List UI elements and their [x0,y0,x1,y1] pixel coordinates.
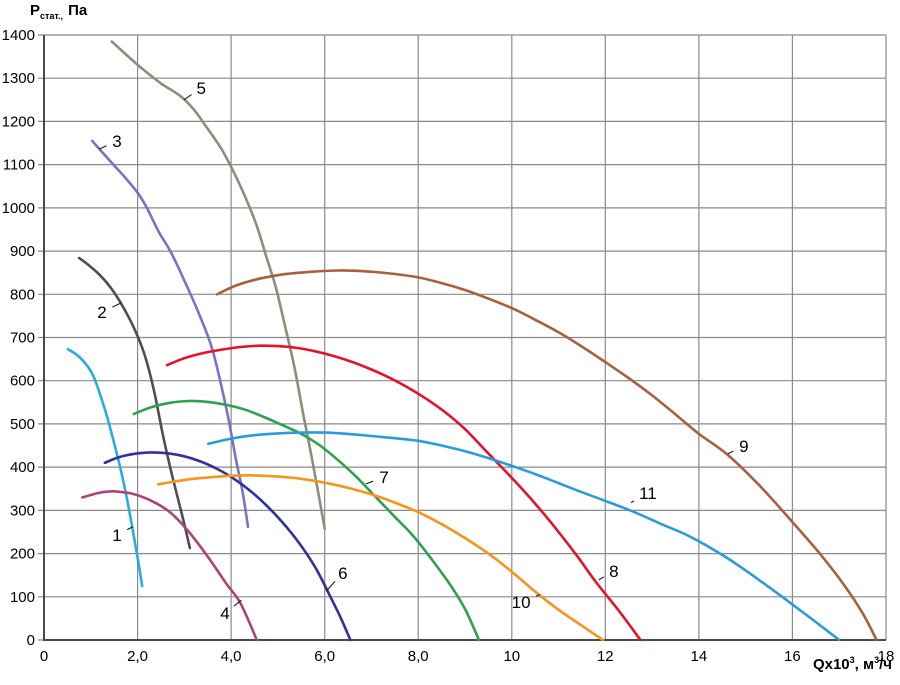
curve-3-label: 3 [112,132,121,151]
curve-10-line [156,474,605,642]
y-tick-labels: 1400130012001100100090080070060050040030… [2,27,35,649]
y-axis-subscript: стат., [40,11,64,21]
x-tick-label-0: 0 [40,648,48,665]
x-tick-label-16: 16 [784,648,801,665]
curve-2-leader-line [112,302,122,308]
y-tick-label-500: 500 [10,416,35,433]
curve-10-label: 10 [512,593,531,612]
y-axis-title: Рстат., Па [30,2,87,21]
curve-3-leader-line [98,145,107,150]
axes [43,35,886,641]
curve-1-line [66,347,144,588]
x-tick-label-12: 12 [597,648,614,665]
curve-labels: 1 2 3 4 5 6 7 8 9 10 11 [97,79,748,623]
y-tick-label-1200: 1200 [2,113,35,130]
curve-11-leader-line [630,500,635,504]
x-axis-title: Qx103, м3/ч [812,655,892,673]
y-tick-label-400: 400 [10,459,35,476]
curve-1-leader-line [126,526,134,531]
y-tick-label-800: 800 [10,286,35,303]
curve-7-leader-line [365,480,374,485]
curve-10-leader-line [535,594,541,597]
curve-6-label: 6 [338,564,347,583]
y-tick-label-600: 600 [10,373,35,390]
curve-1-label: 1 [112,526,121,545]
x-tick-label-8,0: 8,0 [408,648,429,665]
y-tick-label-1300: 1300 [2,70,35,87]
curve-4-label: 4 [220,604,229,623]
x-tick-label-14: 14 [691,648,708,665]
gridlines [38,34,887,641]
curve-11-line [206,431,841,642]
curve-2-label: 2 [97,303,106,322]
x-tick-label-2,0: 2,0 [127,648,148,665]
curve-8-leader-line [598,576,605,581]
curve-7-label: 7 [379,468,388,487]
curve-4-line [81,489,259,642]
y-tick-label-300: 300 [10,502,35,519]
y-tick-label-1400: 1400 [2,27,35,44]
curve-9-label: 9 [739,437,748,456]
y-axis-unit: Па [68,2,88,19]
y-axis-symbol: Р [30,2,41,19]
y-tick-label-200: 200 [10,546,35,563]
curves [66,40,878,642]
curve-6-line [103,451,352,642]
y-tick-label-700: 700 [10,330,35,347]
curve-4-leader-line [233,599,242,607]
curve-9-leader-line [727,450,734,455]
x-tick-labels: 0 2,0 4,0 6,0 8,0 10 12 14 16 18 [40,648,895,665]
curve-8-label: 8 [609,562,618,581]
curve-5-leader-line [183,94,192,101]
curve-9-line [215,269,878,642]
curve-3-line [90,139,250,529]
x-tick-label-4,0: 4,0 [221,648,242,665]
x-axis-quantity: Qx10 [812,656,850,673]
curve-8-line [165,344,642,642]
y-tick-label-100: 100 [10,589,35,606]
curve-5-line [110,40,326,530]
curve-11-label: 11 [639,484,657,503]
x-tick-label-10: 10 [503,648,520,665]
y-tick-label-1000: 1000 [2,200,35,217]
curve-7-line [132,399,481,642]
curve-5-label: 5 [196,79,205,98]
y-tick-label-900: 900 [10,243,35,260]
x-tick-label-18: 18 [878,648,895,665]
y-tick-label-1100: 1100 [3,157,35,174]
curve-6-leader-line [325,581,336,592]
y-tick-label-0: 0 [27,632,35,649]
x-tick-label-6,0: 6,0 [314,648,335,665]
